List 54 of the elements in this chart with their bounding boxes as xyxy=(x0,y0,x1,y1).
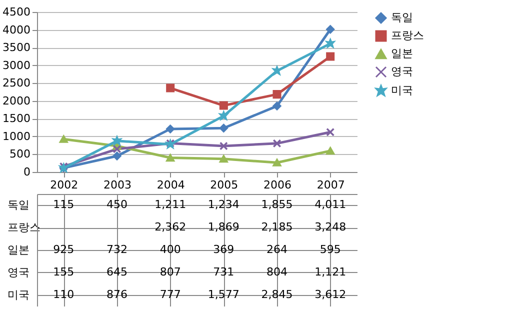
y-tick-label: 1000 xyxy=(2,130,30,143)
legend-label: 일본 xyxy=(391,47,413,60)
data-label: 595 xyxy=(320,243,341,256)
text: 프랑스 xyxy=(8,221,40,234)
text: 미국 xyxy=(8,288,30,302)
data-label: 450 xyxy=(106,198,128,212)
y-tick-label: 2000 xyxy=(2,94,30,108)
y-tick-label: 4000 xyxy=(2,23,30,36)
data-label: 400 xyxy=(160,243,181,256)
x-tick-label: 2004 xyxy=(156,178,185,192)
data-label: 1,121 xyxy=(314,265,346,278)
data-label: 807 xyxy=(160,265,181,278)
data-label: 3,248 xyxy=(314,220,346,234)
legend-label: 독일 xyxy=(391,11,413,24)
data-label: 876 xyxy=(106,288,128,301)
data-label: 645 xyxy=(106,265,128,278)
data-label: 264 xyxy=(266,243,288,256)
x-tick-label: 2002 xyxy=(50,178,78,192)
data-label: 110 xyxy=(53,288,74,301)
legend-label: 영국 xyxy=(391,65,413,78)
data-label: 804 xyxy=(266,265,288,278)
data-label: 2,185 xyxy=(261,220,293,234)
data-label: 3,612 xyxy=(314,288,346,301)
data-label: 1,577 xyxy=(208,288,240,301)
y-tick-label: 0 xyxy=(24,166,30,178)
x-tick-label: 2003 xyxy=(104,178,132,192)
data-label: 115 xyxy=(53,198,74,212)
legend-label: 프랑스 xyxy=(391,29,424,42)
y-tick-label: 3500 xyxy=(2,41,30,54)
legend-label: 미국 xyxy=(391,84,413,97)
data-label: 2,362 xyxy=(154,220,186,234)
data-label: 925 xyxy=(53,243,74,256)
y-tick-label: 4500 xyxy=(2,6,30,18)
y-tick-label: 500 xyxy=(10,148,30,161)
y-tick-label: 2500 xyxy=(2,76,30,90)
data-label: 1,211 xyxy=(154,198,186,212)
x-tick-label: 2005 xyxy=(210,178,238,192)
x-tick-label: 2006 xyxy=(264,178,292,192)
x-tick-label: 2007 xyxy=(316,178,345,192)
data-label: 732 xyxy=(106,243,128,256)
data-label: 1,855 xyxy=(261,198,293,212)
data-label: 2,845 xyxy=(261,288,293,301)
data-label: 4,011 xyxy=(314,198,346,212)
text: 일본 xyxy=(8,244,30,256)
y-tick-label: 1500 xyxy=(2,112,30,126)
data-label: 777 xyxy=(160,288,181,301)
text: 영국 xyxy=(8,266,30,279)
y-tick-label: 3000 xyxy=(2,58,30,72)
data-label: 1,869 xyxy=(208,220,240,234)
data-label: 731 xyxy=(213,265,234,278)
data-label: 369 xyxy=(213,243,234,256)
data-label: 155 xyxy=(53,265,74,278)
data-label: 1,234 xyxy=(208,198,240,212)
text: 독일 xyxy=(8,198,30,212)
